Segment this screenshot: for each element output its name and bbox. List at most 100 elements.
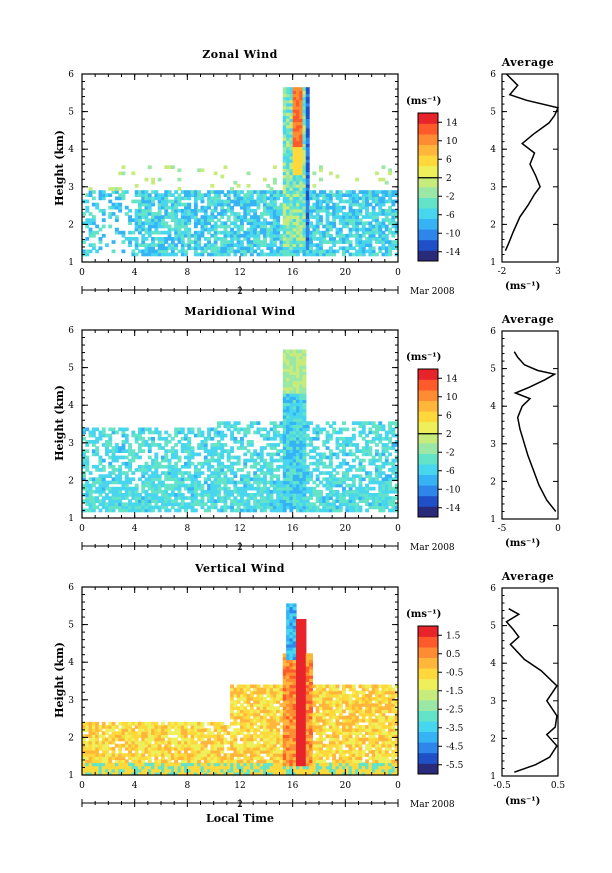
heatmap-cell: [282, 171, 287, 176]
heatmap-cell: [184, 721, 188, 726]
heatmap-cell: [236, 690, 241, 695]
heatmap-cell: [203, 746, 208, 751]
heatmap-cell: [259, 508, 264, 513]
heatmap-cell: [292, 440, 297, 444]
heatmap-cell: [161, 728, 165, 732]
heatmap-cell: [355, 212, 360, 216]
heatmap-cell: [319, 240, 323, 244]
heatmap-cell: [95, 734, 100, 739]
heatmap-cell: [282, 405, 287, 410]
heatmap-cell: [296, 411, 300, 416]
heatmap-cell: [253, 237, 258, 241]
heatmap-cell: [114, 725, 119, 729]
heatmap-cell: [269, 221, 274, 226]
heatmap-cell: [315, 237, 320, 241]
heatmap-cell: [325, 483, 330, 488]
heatmap-cell: [180, 243, 185, 247]
heatmap-cell: [292, 352, 297, 357]
heatmap-cell: [213, 746, 218, 751]
heatmap-cell: [131, 762, 136, 767]
heatmap-cell: [282, 224, 287, 229]
heatmap-cell: [200, 493, 205, 497]
heatmap-cell: [223, 737, 228, 742]
heatmap-cell: [217, 190, 221, 194]
heatmap-cell: [108, 212, 113, 216]
heatmap-cell: [240, 227, 244, 232]
heatmap-cell: [217, 468, 221, 472]
heatmap-cell: [302, 415, 307, 419]
heatmap-cell: [114, 771, 119, 776]
heatmap-cell: [151, 765, 155, 770]
heatmap-cell: [128, 237, 132, 241]
heatmap-cell: [388, 440, 392, 444]
heatmap-cell: [197, 486, 202, 491]
heatmap-cell: [184, 746, 188, 751]
heatmap-cell: [217, 249, 221, 254]
heatmap-cell: [190, 461, 195, 466]
heatmap-cell: [381, 471, 386, 475]
heatmap-cell: [121, 471, 126, 475]
heatmap-cell: [289, 227, 294, 232]
heatmap-cell: [187, 233, 192, 238]
heatmap-cell: [256, 477, 261, 482]
heatmap-cell: [299, 177, 304, 182]
y-axis-label: Height (km): [53, 130, 66, 206]
heatmap-cell: [147, 449, 152, 453]
heatmap-cell: [292, 193, 297, 197]
heatmap-cell: [272, 230, 277, 235]
heatmap-cell: [325, 221, 330, 226]
heatmap-cell: [144, 499, 149, 503]
heatmap-cell: [299, 461, 304, 466]
heatmap-cell: [207, 193, 211, 197]
heatmap-cell: [138, 768, 142, 773]
heatmap-cell: [121, 193, 126, 197]
heatmap-cell: [286, 349, 290, 354]
heatmap-cell: [355, 196, 360, 201]
heatmap-cell: [302, 237, 307, 241]
heatmap-cell: [217, 496, 221, 500]
heatmap-cell: [193, 759, 198, 764]
heatmap-cell: [296, 102, 300, 107]
heatmap-cell: [286, 505, 290, 510]
heatmap-cell: [361, 489, 366, 494]
heatmap-cell: [361, 249, 366, 254]
heatmap-cell: [315, 252, 320, 257]
heatmap-cell: [213, 171, 218, 176]
heatmap-cell: [305, 90, 310, 95]
heatmap-cell: [174, 221, 179, 226]
heatmap-cell: [259, 499, 264, 503]
heatmap-cell: [240, 218, 244, 222]
heatmap-cell: [105, 496, 109, 500]
heatmap-cell: [114, 230, 119, 235]
heatmap-cell: [144, 227, 149, 232]
heatmap-cell: [246, 221, 251, 226]
heatmap-cell: [164, 205, 169, 210]
heatmap-cell: [226, 224, 231, 229]
heatmap-cell: [233, 249, 238, 254]
heatmap-cell: [256, 199, 261, 204]
heatmap-cell: [233, 199, 238, 204]
heatmap-cell: [256, 240, 261, 244]
heatmap-cell: [105, 731, 109, 735]
heatmap-cell: [207, 728, 211, 732]
heatmap-cell: [233, 489, 238, 494]
heatmap-cell: [276, 233, 281, 238]
heatmap-cell: [207, 771, 211, 776]
heatmap-cell: [368, 430, 373, 435]
heatmap-cell: [305, 152, 310, 157]
heatmap-cell: [138, 202, 142, 207]
heatmap-cell: [147, 756, 152, 760]
heatmap-cell: [361, 215, 366, 219]
heatmap-cell: [279, 249, 284, 254]
heatmap-cell: [276, 486, 281, 491]
heatmap-cell: [230, 684, 234, 689]
heatmap-cell: [217, 737, 221, 742]
heatmap-cell: [276, 464, 281, 469]
heatmap-cell: [292, 393, 297, 397]
heatmap-cell: [177, 508, 182, 513]
heatmap-cell: [286, 365, 290, 369]
heatmap-cell: [124, 493, 129, 497]
heatmap-cell: [282, 90, 287, 95]
heatmap-cell: [368, 493, 373, 497]
heatmap-cell: [220, 737, 225, 742]
